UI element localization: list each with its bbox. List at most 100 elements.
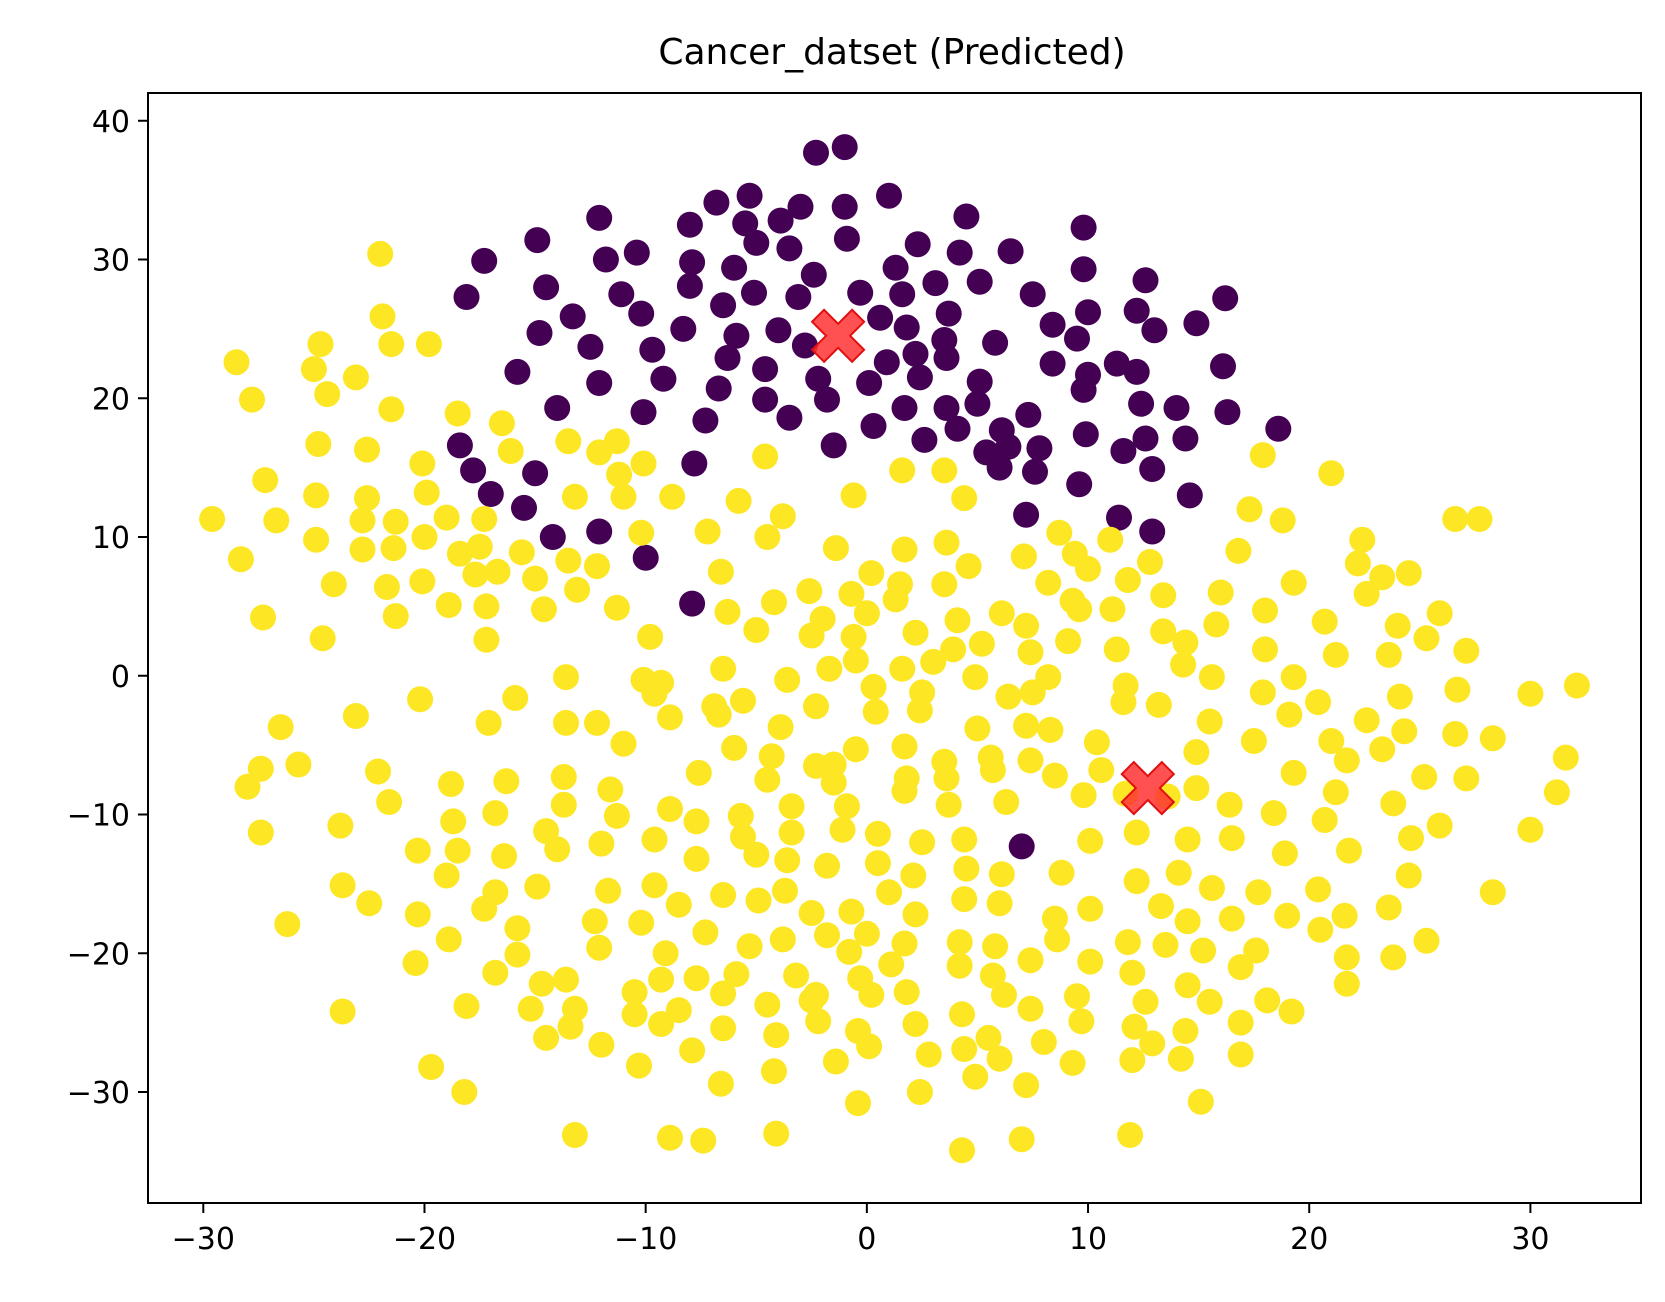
data-point-cluster-1 bbox=[314, 381, 341, 408]
data-point-cluster-1 bbox=[838, 580, 865, 607]
data-point-cluster-1 bbox=[1453, 637, 1480, 664]
data-point-cluster-1 bbox=[714, 598, 741, 625]
data-point-cluster-0 bbox=[752, 386, 779, 413]
data-point-cluster-0 bbox=[524, 227, 551, 254]
data-point-cluster-0 bbox=[592, 246, 619, 273]
data-point-cluster-0 bbox=[873, 349, 900, 376]
data-point-cluster-1 bbox=[982, 933, 1009, 960]
data-point-cluster-0 bbox=[1106, 504, 1132, 531]
data-point-cluster-1 bbox=[1103, 636, 1130, 663]
data-point-cluster-1 bbox=[1139, 1030, 1166, 1057]
data-point-cluster-1 bbox=[891, 930, 918, 957]
data-point-cluster-1 bbox=[975, 1024, 1002, 1051]
data-point-cluster-1 bbox=[247, 819, 274, 846]
y-tick-label: −30 bbox=[67, 1076, 130, 1111]
data-point-cluster-1 bbox=[772, 877, 798, 904]
data-point-cluster-1 bbox=[774, 847, 801, 874]
data-point-cluster-1 bbox=[1207, 579, 1234, 606]
data-point-cluster-1 bbox=[889, 457, 916, 484]
data-point-cluster-1 bbox=[349, 536, 376, 563]
data-point-cluster-0 bbox=[893, 314, 920, 341]
data-point-cluster-1 bbox=[1398, 825, 1424, 852]
data-point-cluster-1 bbox=[418, 1054, 445, 1080]
data-point-cluster-1 bbox=[303, 482, 330, 509]
data-point-cluster-1 bbox=[597, 776, 624, 803]
data-point-cluster-1 bbox=[378, 331, 405, 358]
data-point-cluster-1 bbox=[754, 766, 781, 793]
data-point-cluster-0 bbox=[705, 375, 732, 402]
data-point-cluster-1 bbox=[1552, 744, 1579, 771]
data-point-cluster-1 bbox=[1123, 868, 1150, 895]
data-point-cluster-1 bbox=[473, 626, 500, 653]
data-point-cluster-0 bbox=[944, 415, 971, 442]
data-point-cluster-1 bbox=[657, 1124, 683, 1151]
data-point-cluster-0 bbox=[1183, 310, 1210, 337]
data-point-cluster-1 bbox=[1148, 893, 1174, 920]
data-point-cluster-1 bbox=[349, 507, 376, 534]
data-point-cluster-0 bbox=[966, 268, 993, 295]
data-point-cluster-1 bbox=[803, 693, 829, 720]
data-point-cluster-1 bbox=[367, 240, 394, 267]
data-point-cluster-1 bbox=[564, 576, 591, 603]
data-point-cluster-1 bbox=[588, 1031, 615, 1058]
data-point-cluster-0 bbox=[953, 203, 980, 230]
data-point-cluster-0 bbox=[639, 336, 666, 363]
data-point-cluster-0 bbox=[820, 432, 847, 459]
data-point-cluster-1 bbox=[1218, 905, 1245, 932]
data-point-cluster-0 bbox=[608, 281, 635, 308]
data-point-cluster-1 bbox=[1395, 862, 1422, 889]
data-point-cluster-1 bbox=[435, 592, 462, 618]
data-point-cluster-0 bbox=[1210, 353, 1236, 380]
data-point-cluster-1 bbox=[1271, 840, 1298, 867]
data-point-cluster-1 bbox=[752, 443, 779, 470]
data-point-cluster-1 bbox=[303, 526, 330, 553]
data-point-cluster-1 bbox=[798, 622, 825, 649]
data-point-cluster-1 bbox=[900, 862, 927, 889]
data-point-cluster-1 bbox=[327, 812, 354, 839]
data-point-cluster-0 bbox=[785, 284, 812, 310]
data-point-cluster-1 bbox=[1017, 639, 1044, 666]
data-point-cluster-1 bbox=[1088, 757, 1115, 784]
data-point-cluster-1 bbox=[300, 356, 327, 383]
data-point-cluster-1 bbox=[1174, 972, 1201, 999]
data-point-cluster-1 bbox=[1517, 816, 1544, 843]
data-point-cluster-1 bbox=[769, 503, 796, 530]
data-point-cluster-1 bbox=[342, 703, 369, 729]
data-point-cluster-1 bbox=[1117, 1122, 1144, 1148]
data-point-cluster-1 bbox=[1311, 807, 1338, 833]
data-point-cluster-0 bbox=[703, 189, 730, 216]
data-point-cluster-1 bbox=[710, 980, 737, 1007]
data-point-cluster-1 bbox=[1369, 564, 1396, 591]
data-point-cluster-0 bbox=[1026, 435, 1053, 462]
data-point-cluster-0 bbox=[800, 261, 827, 288]
data-point-cluster-1 bbox=[637, 623, 664, 650]
data-point-cluster-1 bbox=[1041, 905, 1068, 932]
data-point-cluster-1 bbox=[1046, 519, 1073, 546]
data-point-cluster-0 bbox=[1064, 325, 1090, 352]
data-point-cluster-0 bbox=[511, 494, 537, 521]
data-point-cluster-1 bbox=[774, 666, 801, 693]
data-point-cluster-0 bbox=[1128, 390, 1155, 417]
data-point-cluster-0 bbox=[504, 358, 531, 385]
data-point-cluster-1 bbox=[1333, 747, 1360, 774]
data-point-cluster-1 bbox=[1479, 879, 1506, 906]
data-point-cluster-1 bbox=[933, 529, 960, 556]
data-point-cluster-1 bbox=[482, 800, 509, 827]
data-point-cluster-1 bbox=[630, 450, 657, 477]
data-point-cluster-1 bbox=[805, 1008, 832, 1035]
data-point-cluster-1 bbox=[951, 886, 978, 913]
data-point-cluster-1 bbox=[1426, 812, 1453, 839]
data-point-cluster-1 bbox=[931, 571, 958, 598]
data-point-cluster-1 bbox=[471, 895, 498, 922]
data-point-cluster-1 bbox=[860, 673, 887, 700]
data-point-cluster-0 bbox=[933, 345, 960, 371]
data-point-cluster-1 bbox=[1066, 596, 1093, 623]
data-point-cluster-1 bbox=[694, 518, 721, 545]
data-point-cluster-0 bbox=[995, 433, 1022, 460]
data-point-cluster-1 bbox=[953, 855, 980, 882]
data-point-cluster-1 bbox=[444, 837, 471, 864]
data-point-cluster-1 bbox=[409, 568, 436, 595]
data-point-cluster-0 bbox=[460, 457, 487, 484]
data-point-cluster-1 bbox=[1444, 676, 1471, 703]
